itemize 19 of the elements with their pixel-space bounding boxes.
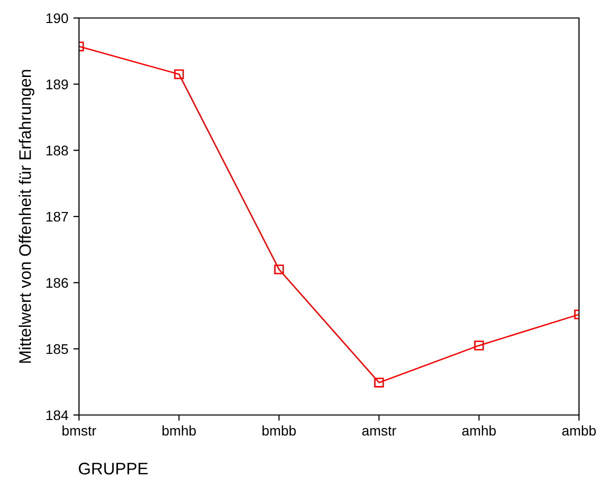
point [474,340,484,350]
point [374,378,384,388]
point [174,69,184,80]
y-axis-title: Mittelwert von Offenheit für Erfahrungen [18,70,34,363]
x-tick-label: amstr [362,426,396,436]
y-tick-label: 187 [46,212,68,222]
y-tick-label: 190 [46,13,68,24]
x-tick-label: bmbb [262,425,296,436]
x-tick-label: bmstr [62,425,96,436]
x-tick-label: bmhb [162,425,196,436]
y-tick-label: 185 [46,344,68,354]
y-tick-label: 186 [46,278,68,288]
y-tick-label: 188 [46,146,68,156]
y-tick-label: 189 [46,80,68,90]
x-tick-label: amhb [462,425,496,436]
y-tick-label: 184 [46,410,68,420]
point [274,264,284,274]
x-tick-label: ambb [562,425,596,436]
x-axis-title: GRUPPE [78,462,148,474]
